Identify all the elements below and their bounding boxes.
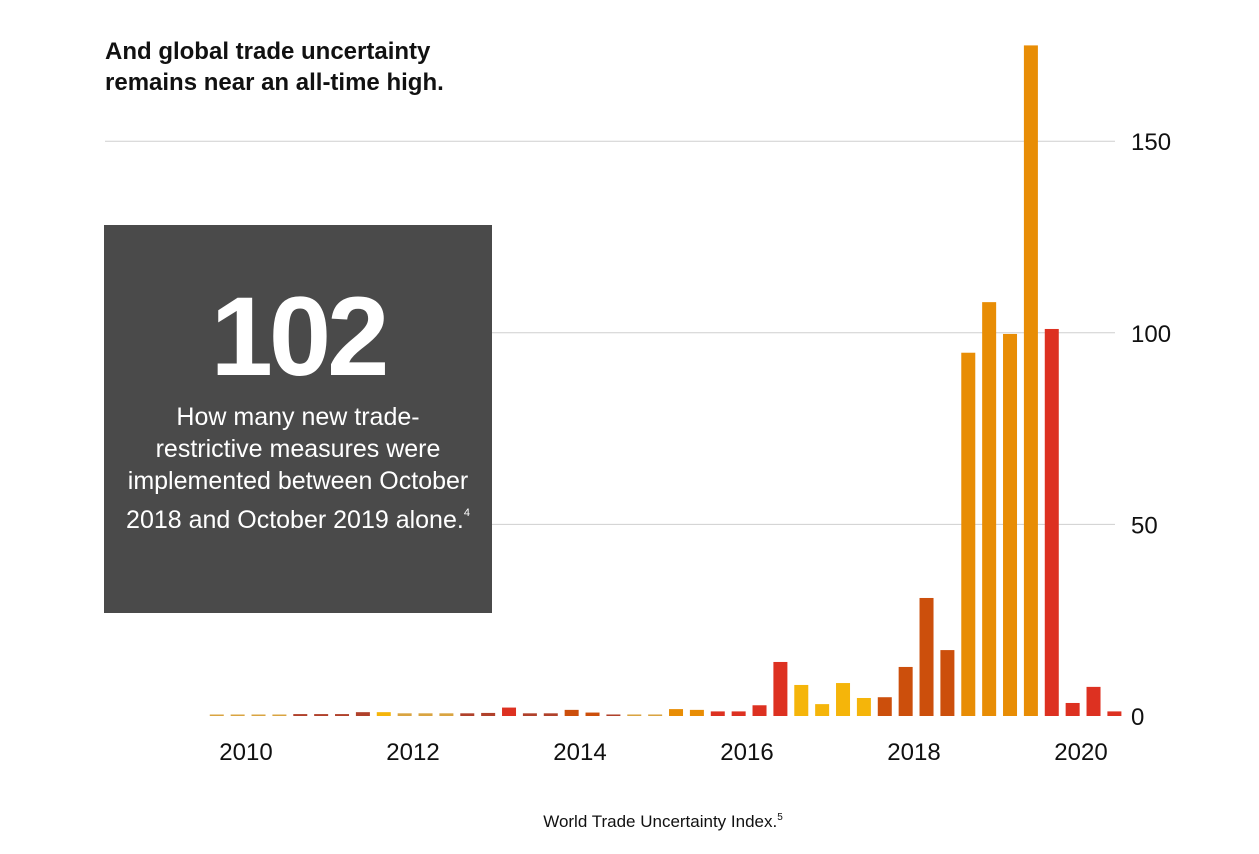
bar [1023, 45, 1038, 716]
bar [543, 713, 558, 716]
bar [564, 709, 579, 716]
bar [397, 713, 412, 716]
bar [627, 714, 642, 716]
y-tick-label: 50 [1131, 512, 1158, 539]
bar [919, 597, 934, 716]
bar [522, 713, 537, 716]
bar [1086, 686, 1101, 716]
chart-caption: World Trade Uncertainty Index.5 [0, 812, 1259, 832]
bar [460, 713, 475, 716]
x-tick-label: 2020 [1054, 739, 1107, 766]
stat-callout-box: 102 How many new trade-restrictive measu… [104, 225, 492, 613]
x-tick-label: 2018 [887, 739, 940, 766]
chart-title: And global trade uncertainty remains nea… [105, 36, 444, 98]
y-axis-ticks: 0 50 100 150 [1131, 129, 1171, 731]
bar [982, 302, 997, 716]
bar [376, 712, 391, 716]
bar [689, 709, 704, 716]
stat-number: 102 [210, 274, 390, 399]
y-tick-label: 100 [1131, 321, 1171, 348]
bar [230, 714, 245, 716]
bar [815, 704, 830, 716]
bar [418, 713, 433, 716]
x-tick-label: 2012 [386, 739, 439, 766]
stat-description: How many new trade-restrictive measures … [124, 401, 472, 536]
bar [272, 714, 287, 716]
y-tick-label: 150 [1131, 129, 1171, 156]
bar [585, 712, 600, 716]
bar [752, 705, 767, 716]
bar [293, 714, 308, 716]
bar [439, 713, 454, 716]
bar [209, 714, 224, 716]
bar [710, 711, 725, 716]
bar [877, 697, 892, 716]
bar [251, 714, 266, 716]
bar [856, 697, 871, 716]
bar [314, 714, 329, 716]
bars [209, 45, 1122, 716]
bar [794, 684, 809, 716]
bar [669, 709, 684, 716]
bar [1107, 711, 1122, 716]
bar [836, 683, 851, 716]
stat-description-text: How many new trade-restrictive measures … [126, 403, 469, 534]
bar [940, 650, 955, 716]
bar [606, 714, 621, 716]
x-tick-label: 2016 [720, 739, 773, 766]
bar [355, 712, 370, 716]
bar [648, 714, 663, 716]
bar [961, 352, 976, 716]
bar [502, 707, 517, 716]
chart-title-line-2: remains near an all-time high. [105, 69, 444, 96]
x-tick-label: 2010 [219, 739, 272, 766]
bar [481, 712, 496, 716]
bar [1003, 333, 1018, 716]
bar [773, 661, 788, 716]
bar [1065, 702, 1080, 716]
bar [898, 666, 913, 716]
y-tick-label: 0 [1131, 704, 1144, 731]
caption-footnote-ref: 5 [777, 812, 783, 823]
x-axis-ticks: 2010 2012 2014 2016 2018 2020 [219, 739, 1107, 766]
bar [1044, 328, 1059, 716]
bar [335, 714, 350, 716]
bar [731, 711, 746, 716]
caption-text: World Trade Uncertainty Index. [543, 812, 778, 831]
x-tick-label: 2014 [553, 739, 606, 766]
chart-title-line-1: And global trade uncertainty [105, 38, 431, 65]
stat-footnote-ref: 4 [463, 507, 470, 519]
